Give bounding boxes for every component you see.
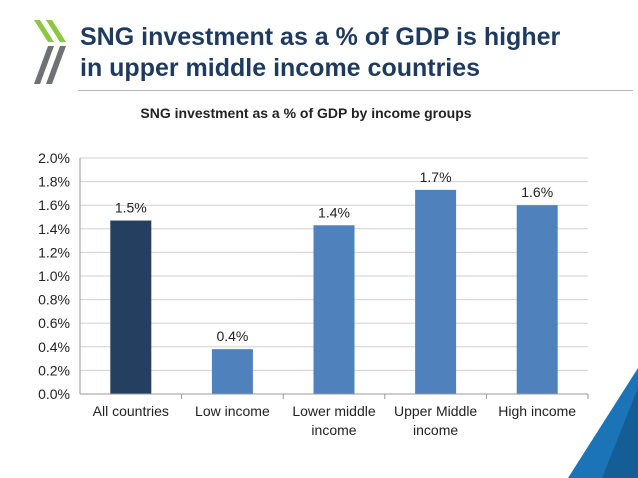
- y-tick-label: 0.8%: [38, 292, 70, 308]
- x-tick-label: Low income: [195, 403, 270, 419]
- y-tick-label: 1.4%: [38, 221, 70, 237]
- slide-title-line-1: SNG investment as a % of GDP is higher: [80, 23, 561, 51]
- data-labels: 1.5% 0.4% 1.4% 1.7% 1.6%: [115, 169, 553, 344]
- x-tick-label: income: [413, 422, 458, 438]
- x-tick-label: All countries: [93, 403, 169, 419]
- data-label: 1.4%: [318, 204, 350, 220]
- slide-title-line-2: in upper middle income countries: [80, 54, 481, 82]
- data-label: 1.6%: [521, 184, 553, 200]
- logo-green-stripe-2: [46, 20, 66, 42]
- y-tick-label: 0.6%: [38, 315, 70, 331]
- y-tick-label: 0.2%: [38, 362, 70, 378]
- bar: [211, 349, 253, 394]
- bar: [313, 225, 355, 394]
- bar-chart: SNG investment as a % of GDP by income g…: [38, 105, 589, 438]
- x-tick-label: Upper Middle: [394, 403, 477, 419]
- title-divider: [78, 90, 633, 91]
- y-tick-label: 0.0%: [38, 386, 70, 402]
- y-tick-label: 0.4%: [38, 339, 70, 355]
- data-label: 1.5%: [115, 200, 147, 216]
- bar: [516, 205, 558, 394]
- bar: [110, 220, 152, 394]
- corner-dark-shape: [602, 388, 638, 478]
- x-tick-label: High income: [498, 403, 576, 419]
- data-label: 1.7%: [420, 169, 452, 185]
- y-tick-label: 1.8%: [38, 174, 70, 190]
- oecd-logo-icon: [34, 20, 66, 84]
- x-axis: All countries Low income Lower middle incom…: [80, 393, 589, 438]
- data-label: 0.4%: [216, 328, 248, 344]
- y-tick-label: 1.0%: [38, 268, 70, 284]
- logo-gray-stripe-1: [34, 46, 54, 84]
- y-tick-label: 2.0%: [38, 150, 70, 166]
- y-axis: 0.0% 0.2% 0.4% 0.6% 0.8% 1.0% 1.2% 1.4% 1.6% 1.8%…: [38, 150, 81, 402]
- chart-title: SNG investment as a % of GDP by income g…: [140, 105, 471, 121]
- bar: [415, 189, 457, 394]
- bars: [110, 189, 558, 394]
- logo-gray-stripe-2: [46, 46, 66, 84]
- x-tick-label: income: [311, 422, 356, 438]
- y-tick-label: 1.2%: [38, 244, 70, 260]
- corner-decoration: [568, 368, 638, 478]
- logo-green-stripe-1: [34, 20, 54, 42]
- slide-title: SNG investment as a % of GDP is higher i…: [80, 22, 620, 84]
- y-tick-label: 1.6%: [38, 197, 70, 213]
- x-tick-label: Lower middle: [292, 403, 375, 419]
